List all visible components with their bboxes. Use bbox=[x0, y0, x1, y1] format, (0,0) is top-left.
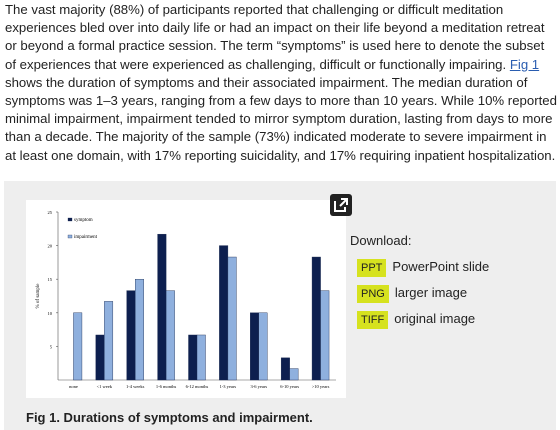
y-tick-label: 5 bbox=[50, 344, 53, 349]
bar bbox=[95, 334, 105, 381]
y-axis-label: % of sample bbox=[36, 283, 41, 309]
legend-label: symptom bbox=[74, 218, 93, 223]
x-tick-label: 1-6 months bbox=[156, 384, 177, 389]
bar bbox=[157, 233, 167, 381]
legend-label: impairment bbox=[74, 235, 98, 240]
figure-box: 5 10 15 20 25 % of sample none <1 week 1-4 weeks… bbox=[4, 181, 556, 430]
bar bbox=[126, 290, 136, 381]
x-tick-label: 6-10 years bbox=[280, 384, 299, 389]
download-text: original image bbox=[394, 311, 476, 326]
bar bbox=[104, 301, 114, 381]
badge: TIFF bbox=[357, 311, 389, 329]
download-tiff[interactable]: TIFF original image bbox=[357, 311, 475, 329]
x-tick-label: 6-12 months bbox=[186, 384, 209, 389]
download-png[interactable]: PNG larger image bbox=[357, 285, 467, 303]
y-tick-label: 25 bbox=[48, 210, 53, 215]
bar bbox=[135, 278, 144, 381]
text: shows the duration of symptoms and their… bbox=[5, 74, 557, 163]
download-ppt[interactable]: PPT PowerPoint slide bbox=[357, 259, 489, 277]
bar bbox=[227, 256, 237, 381]
bar bbox=[165, 290, 175, 381]
figure-link[interactable]: Fig 1 bbox=[509, 56, 540, 72]
paragraph: The vast majority (88%) of participants … bbox=[5, 1, 557, 165]
y-tick-label: 15 bbox=[48, 277, 53, 282]
download-text: PowerPoint slide bbox=[392, 259, 490, 274]
download-text: larger image bbox=[394, 285, 468, 300]
x-tick-label: 1-4 weeks bbox=[126, 384, 145, 389]
bar bbox=[250, 312, 259, 381]
bar bbox=[320, 290, 330, 381]
badge: PPT bbox=[357, 259, 387, 277]
x-tick-label: none bbox=[69, 384, 78, 389]
x-tick-label: >10 years bbox=[312, 384, 330, 389]
bar bbox=[73, 312, 83, 381]
bar bbox=[196, 334, 206, 381]
legend-swatch bbox=[67, 234, 73, 239]
y-tick-label: 20 bbox=[48, 244, 53, 249]
bar bbox=[258, 312, 268, 381]
download-label: Download: bbox=[350, 233, 412, 248]
bar bbox=[188, 334, 198, 381]
chart: 5 10 15 20 25 % of sample none <1 week 1-4 weeks… bbox=[26, 200, 346, 398]
x-tick-label: <1 week bbox=[97, 384, 113, 389]
bar bbox=[219, 245, 229, 381]
bar bbox=[311, 256, 321, 381]
text: The vast majority (88%) of participants … bbox=[5, 2, 545, 72]
figure-caption: Fig 1. Durations of symptoms and impairm… bbox=[26, 410, 313, 425]
badge: PNG bbox=[357, 285, 389, 303]
open-figure-icon[interactable] bbox=[330, 194, 352, 216]
y-tick-label: 10 bbox=[48, 311, 53, 316]
bar bbox=[280, 357, 290, 381]
bar bbox=[289, 368, 299, 381]
legend-swatch bbox=[67, 217, 73, 222]
x-tick-label: 3-6 years bbox=[250, 384, 267, 389]
x-tick-label: 1-3 years bbox=[220, 384, 237, 389]
